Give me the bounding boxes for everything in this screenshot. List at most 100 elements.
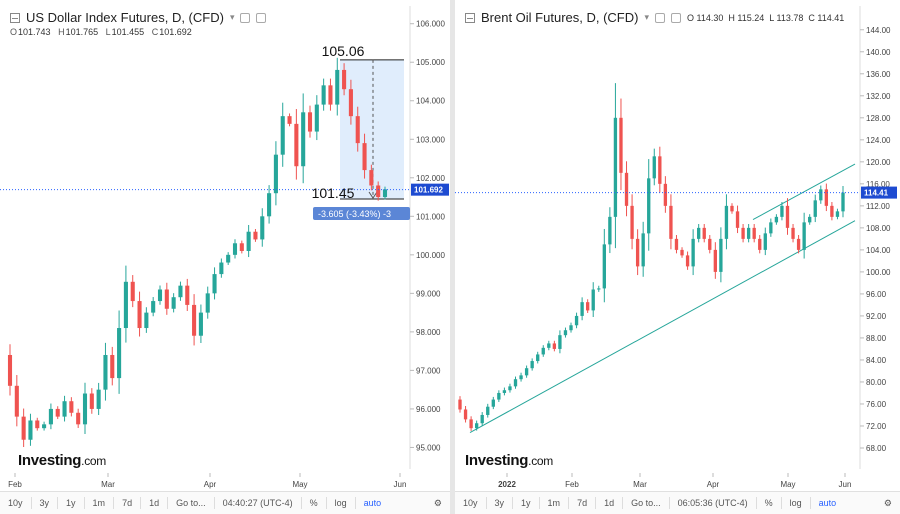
range-7d[interactable]: 7d	[122, 498, 133, 508]
candle	[96, 389, 101, 409]
candle	[746, 227, 751, 239]
candle	[491, 399, 495, 407]
range-1d[interactable]: 1d	[149, 498, 160, 508]
x-tick-label: May	[780, 480, 795, 489]
auto-toggle[interactable]: auto	[363, 498, 382, 508]
candle	[669, 205, 673, 239]
y-tick-label: 104.00	[866, 246, 891, 255]
candle	[647, 178, 651, 234]
y-tick-label: 116.00	[866, 180, 890, 189]
candle	[613, 117, 618, 217]
settings-icon[interactable]	[240, 12, 251, 23]
arrow-down-icon	[368, 191, 378, 199]
range-1y[interactable]: 1y	[521, 498, 531, 508]
collapse-icon[interactable]	[465, 12, 475, 23]
chevron-down-icon[interactable]: ▾	[644, 12, 649, 22]
range-1y[interactable]: 1y	[66, 498, 76, 508]
candle	[110, 354, 115, 379]
range-3y[interactable]: 3y	[39, 498, 50, 508]
candle	[192, 304, 197, 336]
candle	[14, 385, 19, 417]
y-tick-label: 132.00	[866, 92, 891, 101]
candle	[144, 312, 149, 329]
gear-icon[interactable]: ⚙	[883, 497, 892, 508]
candle	[624, 172, 629, 206]
candle	[280, 116, 285, 155]
candle	[117, 328, 122, 379]
candle	[226, 254, 231, 263]
candle	[62, 401, 67, 417]
log-toggle[interactable]: log	[334, 498, 347, 508]
candle	[680, 249, 684, 256]
x-tick-label: Mar	[633, 480, 647, 489]
candle	[741, 227, 745, 239]
candle	[267, 193, 272, 217]
candle	[369, 170, 374, 186]
candle	[652, 156, 656, 179]
right-chart-svg[interactable]: 144.00 140.00 136.00 132.00 128.00 124.00 120.…	[455, 0, 900, 514]
candle	[253, 231, 258, 240]
candle	[824, 189, 829, 206]
candle	[713, 249, 717, 272]
y-tick-label: 104.000	[416, 97, 445, 106]
candle	[796, 238, 801, 250]
candle	[212, 274, 217, 294]
candle	[674, 238, 679, 250]
y-tick-label: 96.000	[416, 405, 441, 414]
chevron-down-icon[interactable]: ▾	[229, 12, 235, 22]
candle	[239, 243, 244, 251]
gear-icon[interactable]: ⚙	[433, 497, 442, 508]
panel-divider[interactable]	[450, 0, 455, 514]
candle	[328, 85, 333, 105]
candle	[602, 244, 606, 289]
candle	[724, 205, 729, 239]
range-1m[interactable]: 1m	[92, 498, 106, 508]
goto-button[interactable]: Go to...	[176, 498, 206, 508]
candle	[382, 189, 388, 198]
collapse-icon[interactable]	[10, 12, 20, 23]
y-tick-label: 72.00	[866, 422, 887, 431]
close-icon[interactable]	[671, 12, 681, 23]
y-tick-label: 136.00	[866, 70, 891, 79]
candle	[198, 312, 203, 336]
candle	[791, 227, 795, 239]
left-chart-svg[interactable]: 106.000 105.000 104.000 103.000 102.000 101.0…	[0, 0, 450, 514]
candle	[530, 361, 534, 369]
right-chart-panel: 144.00 140.00 136.00 132.00 128.00 124.00 120.…	[455, 0, 900, 514]
range-1m[interactable]: 1m	[547, 498, 561, 508]
log-toggle[interactable]: log	[789, 498, 802, 508]
measure-change-label: -3.605 (-3.43%) -3	[318, 209, 391, 219]
candle	[730, 205, 734, 212]
candle	[463, 409, 468, 420]
candle	[830, 205, 834, 217]
close-icon[interactable]	[256, 12, 267, 23]
candle	[69, 401, 74, 413]
candle	[597, 288, 601, 290]
candle	[205, 293, 210, 313]
candle	[685, 255, 690, 267]
goto-button[interactable]: Go to...	[631, 498, 661, 508]
percent-toggle[interactable]: %	[764, 498, 773, 508]
range-10y[interactable]: 10y	[8, 498, 23, 508]
candle	[321, 85, 326, 105]
candle	[164, 289, 169, 309]
range-10y[interactable]: 10y	[463, 498, 478, 508]
candle	[287, 116, 292, 124]
candle	[663, 183, 668, 206]
candle	[362, 143, 367, 171]
percent-toggle[interactable]: %	[309, 498, 318, 508]
candle	[21, 416, 26, 440]
candle	[185, 285, 190, 305]
settings-icon[interactable]	[655, 12, 665, 23]
range-7d[interactable]: 7d	[577, 498, 588, 508]
candle	[586, 302, 590, 311]
candle	[808, 216, 812, 223]
range-1d[interactable]: 1d	[604, 498, 615, 508]
y-tick-label: 97.000	[416, 366, 441, 375]
candle	[802, 222, 806, 250]
auto-toggle[interactable]: auto	[818, 498, 837, 508]
candle	[76, 412, 81, 425]
candle	[735, 211, 740, 228]
candle	[103, 354, 108, 390]
range-3y[interactable]: 3y	[494, 498, 505, 508]
